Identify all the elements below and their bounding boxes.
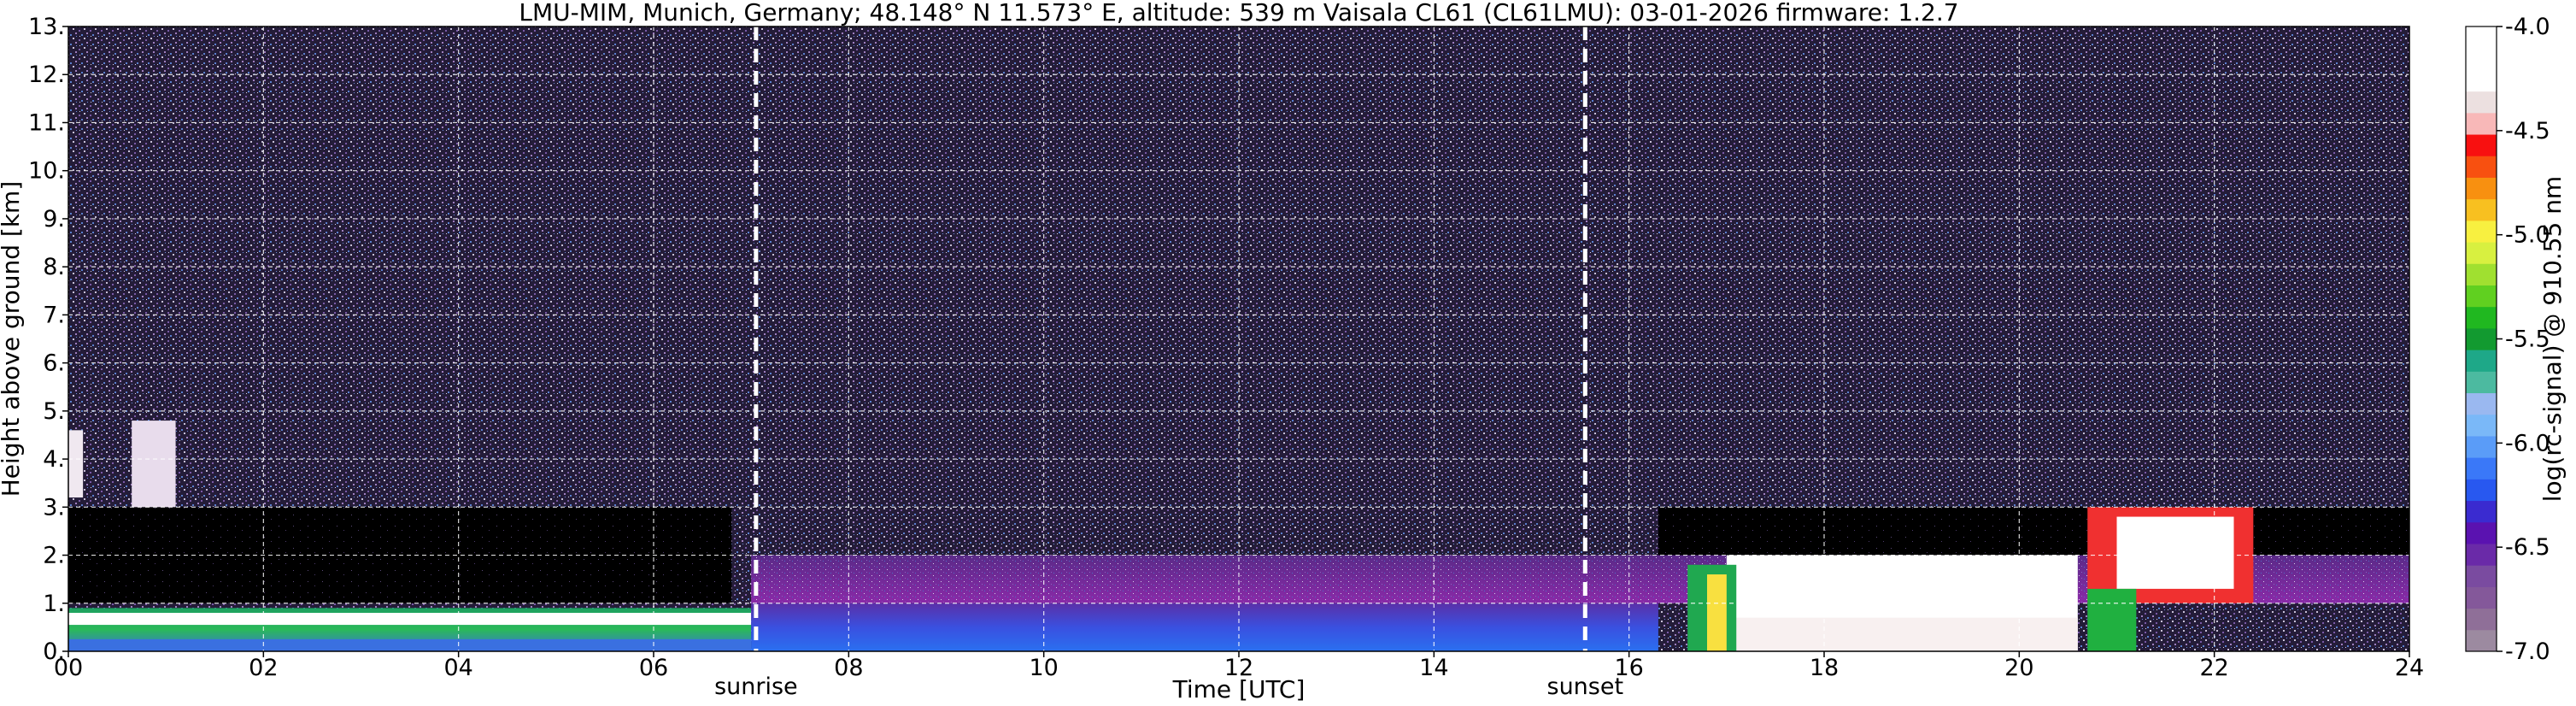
colorbar-swatch (2466, 608, 2497, 631)
colorbar-tick-label: -5.5 (2505, 327, 2550, 353)
y-tick-label: 11. (28, 109, 65, 136)
colorbar-swatch (2466, 479, 2497, 502)
grid-lines (68, 26, 2409, 651)
x-tick-label: 18 (1810, 655, 1839, 681)
chart-title: LMU-MIM, Munich, Germany; 48.148° N 11.5… (519, 0, 1958, 26)
y-tick-label: 10. (28, 158, 65, 185)
colorbar-label: log(rc-signal) @ 910.55 nm (2538, 176, 2567, 502)
colorbar-swatch (2466, 392, 2497, 415)
x-tick-label: 14 (1419, 655, 1448, 681)
y-tick-label: 2. (43, 543, 65, 569)
colorbar-swatch (2466, 350, 2497, 372)
heatmap-region-elevated-layer-early-2 (132, 421, 176, 508)
cloud-top-core (2116, 516, 2234, 589)
colorbar-swatch (2466, 500, 2497, 523)
y-tick-label: 6. (43, 350, 65, 377)
colorbar-tick-label: -6.0 (2505, 430, 2550, 456)
x-tick-label: 22 (2199, 655, 2228, 681)
x-tick-label: 20 (2004, 655, 2033, 681)
colorbar-swatch (2466, 565, 2497, 587)
x-tick-label: 10 (1029, 655, 1058, 681)
y-tick-label: 1. (43, 591, 65, 617)
colorbar-swatch (2466, 414, 2497, 437)
colorbar-swatch (2466, 220, 2497, 243)
y-tick-label: 8. (43, 254, 65, 280)
event-label-sunrise: sunrise (714, 674, 798, 700)
colorbar-swatch (2466, 177, 2497, 200)
x-tick-label: 16 (1614, 655, 1643, 681)
x-tick-label: 12 (1224, 655, 1253, 681)
heatmap-region-daytime-mixed-layer (751, 603, 1658, 651)
y-tick-label: 0. (43, 638, 65, 665)
colorbar-swatch (2466, 327, 2497, 350)
colorbar-swatch (2466, 112, 2497, 135)
x-tick-label: 02 (249, 655, 278, 681)
x-tick-label: 24 (2395, 655, 2424, 681)
nocturnal-surface-layer (68, 638, 752, 651)
colorbar-swatch (2466, 263, 2497, 285)
colorbar-swatch (2466, 48, 2497, 70)
colorbar-swatch (2466, 371, 2497, 394)
y-tick-label: 13. (28, 14, 65, 40)
y-tick-label: 9. (43, 206, 65, 232)
colorbar-swatch (2466, 457, 2497, 479)
x-tick-label: 04 (443, 655, 472, 681)
colorbar-tick-label: -5.0 (2505, 222, 2550, 249)
colorbar-swatch (2466, 198, 2497, 221)
colorbar-tick-label: -4.0 (2505, 14, 2550, 40)
colorbar-swatch (2466, 629, 2497, 652)
colorbar-swatch (2466, 586, 2497, 609)
x-axis-ticks: 00 02 04 06 08 10 12 14 16 18 20 22 24 (54, 651, 2424, 681)
y-tick-label: 3. (43, 494, 65, 521)
colorbar-swatch (2466, 91, 2497, 114)
x-axis-label: Time [UTC] (1172, 675, 1306, 703)
colorbar-swatch (2466, 156, 2497, 178)
colorbar-swatch (2466, 306, 2497, 329)
colorbar-swatch (2466, 134, 2497, 156)
colorbar-swatch (2466, 543, 2497, 566)
x-tick-label: 08 (834, 655, 863, 681)
colorbar-swatch (2466, 435, 2497, 458)
colorbar-tick-label: -7.0 (2505, 638, 2550, 665)
event-label-sunset: sunset (1547, 674, 1624, 700)
colorbar-swatch (2466, 69, 2497, 92)
y-axis-ticks: 0. 1. 2. 3. 4. 5. 6. 7. 8. 9. 10. 11. 12. 13. (28, 14, 68, 665)
x-tick-label: 06 (639, 655, 668, 681)
colorbar-tick-label: -6.5 (2505, 534, 2550, 561)
x-tick-label: 00 (54, 655, 83, 681)
colorbar-tick-label: -4.5 (2505, 118, 2550, 144)
cloud-base-shading (1726, 617, 2078, 651)
cloud-top-green (2087, 588, 2137, 651)
y-tick-label: 7. (43, 302, 65, 328)
y-tick-label: 4. (43, 446, 65, 473)
colorbar-swatch (2466, 521, 2497, 544)
y-axis-label: Height above ground [km] (0, 181, 25, 497)
sun-event-lines: sunrise sunset (714, 26, 1623, 700)
cloud-edge-yellow (1707, 574, 1727, 651)
heatmap-region-nocturnal-layer-top (68, 613, 752, 626)
heatmap-region-elevated-layer-early (68, 430, 84, 498)
y-tick-label: 12. (28, 62, 65, 88)
colorbar-swatch (2466, 242, 2497, 264)
y-tick-label: 5. (43, 398, 65, 425)
colorbar-swatch (2466, 26, 2497, 49)
colorbar-swatch (2466, 285, 2497, 308)
heatmap-region-evening-clear-layer (1658, 507, 2409, 556)
colorbar: -7.0 -6.5 -6.0 -5.5 -5.0 -4.5 -4.0 (2465, 14, 2550, 665)
